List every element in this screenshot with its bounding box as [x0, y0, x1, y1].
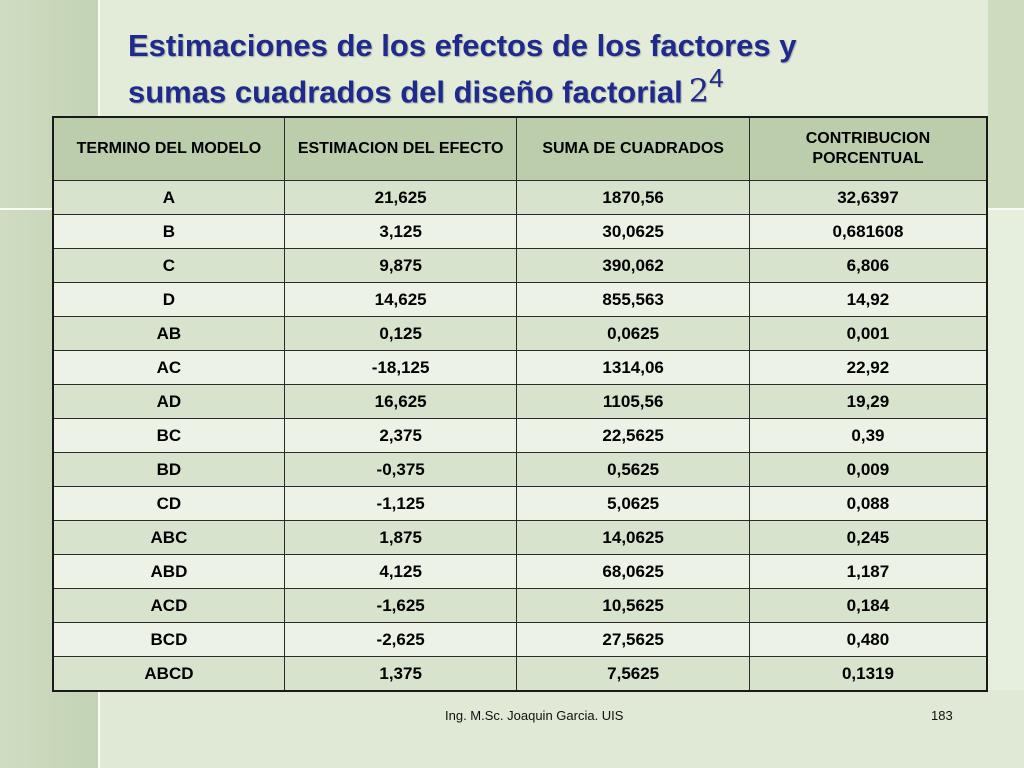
table-row: BCD -2,625 27,5625 0,480 [52, 622, 988, 657]
term-cell: AC [52, 350, 285, 385]
title-line-2-text: sumas cuadrados del diseño factorial [128, 74, 683, 110]
sum-squares-cell: 30,0625 [516, 214, 750, 249]
term-cell: CD [52, 486, 285, 521]
effect-cell: 1,375 [283, 656, 518, 692]
title-line-1: Estimaciones de los efectos de los facto… [128, 28, 797, 63]
effect-cell: -0,375 [283, 452, 518, 487]
term-cell: BC [52, 418, 285, 453]
sum-squares-cell: 7,5625 [516, 656, 750, 692]
contribution-cell: 22,92 [748, 350, 988, 385]
table-row: AB 0,125 0,0625 0,001 [52, 316, 988, 351]
table-row: AC -18,125 1314,06 22,92 [52, 350, 988, 385]
term-cell: A [52, 180, 285, 215]
contribution-cell: 14,92 [748, 282, 988, 317]
header-suma: SUMA DE CUADRADOS [516, 116, 750, 181]
term-cell: BCD [52, 622, 285, 657]
contribution-cell: 0,245 [748, 520, 988, 555]
header-contribucion: CONTRIBUCION PORCENTUAL [748, 116, 988, 181]
sum-squares-cell: 1314,06 [516, 350, 750, 385]
sum-squares-cell: 1105,56 [516, 384, 750, 419]
sum-squares-cell: 855,563 [516, 282, 750, 317]
title-base: 2 [688, 72, 710, 111]
term-cell: AD [52, 384, 285, 419]
term-cell: B [52, 214, 285, 249]
term-cell: AB [52, 316, 285, 351]
title-line-2: sumas cuadrados del diseño factorial 24 [128, 63, 948, 111]
table-header-row: TERMINO DEL MODELO ESTIMACION DEL EFECTO… [52, 116, 988, 181]
background-right-band [988, 0, 1024, 210]
contribution-cell: 0,681608 [748, 214, 988, 249]
sum-squares-cell: 68,0625 [516, 554, 750, 589]
effect-cell: -1,125 [283, 486, 518, 521]
background-bottom-panel [98, 690, 1024, 768]
contribution-cell: 6,806 [748, 248, 988, 283]
effect-cell: -18,125 [283, 350, 518, 385]
contribution-cell: 0,1319 [748, 656, 988, 692]
table-row: A 21,625 1870,56 32,6397 [52, 180, 988, 215]
table-body: A 21,625 1870,56 32,6397 B 3,125 30,0625 0,6816… [52, 180, 988, 692]
table-row: ACD -1,625 10,5625 0,184 [52, 588, 988, 623]
sum-squares-cell: 27,5625 [516, 622, 750, 657]
table-row: ABCD 1,375 7,5625 0,1319 [52, 656, 988, 692]
effects-table: TERMINO DEL MODELO ESTIMACION DEL EFECTO… [52, 116, 988, 692]
sum-squares-cell: 10,5625 [516, 588, 750, 623]
table-row: BD -0,375 0,5625 0,009 [52, 452, 988, 487]
effect-cell: 16,625 [283, 384, 518, 419]
effect-cell: 1,875 [283, 520, 518, 555]
footer-credit: Ing. M.Sc. Joaquin Garcia. UIS [445, 708, 624, 723]
sum-squares-cell: 0,5625 [516, 452, 750, 487]
contribution-cell: 32,6397 [748, 180, 988, 215]
term-cell: ABC [52, 520, 285, 555]
term-cell: D [52, 282, 285, 317]
table-row: D 14,625 855,563 14,92 [52, 282, 988, 317]
contribution-cell: 1,187 [748, 554, 988, 589]
table-row: ABD 4,125 68,0625 1,187 [52, 554, 988, 589]
sum-squares-cell: 5,0625 [516, 486, 750, 521]
table-row: ABC 1,875 14,0625 0,245 [52, 520, 988, 555]
effect-cell: 4,125 [283, 554, 518, 589]
contribution-cell: 0,480 [748, 622, 988, 657]
sum-squares-cell: 0,0625 [516, 316, 750, 351]
effect-cell: 14,625 [283, 282, 518, 317]
term-cell: ABCD [52, 656, 285, 692]
term-cell: C [52, 248, 285, 283]
term-cell: ACD [52, 588, 285, 623]
table-row: CD -1,125 5,0625 0,088 [52, 486, 988, 521]
contribution-cell: 0,009 [748, 452, 988, 487]
contribution-cell: 19,29 [748, 384, 988, 419]
effect-cell: 9,875 [283, 248, 518, 283]
effect-cell: 21,625 [283, 180, 518, 215]
term-cell: BD [52, 452, 285, 487]
header-termino: TERMINO DEL MODELO [52, 116, 285, 181]
table-row: C 9,875 390,062 6,806 [52, 248, 988, 283]
sum-squares-cell: 1870,56 [516, 180, 750, 215]
table-row: AD 16,625 1105,56 19,29 [52, 384, 988, 419]
table-row: BC 2,375 22,5625 0,39 [52, 418, 988, 453]
contribution-cell: 0,088 [748, 486, 988, 521]
header-estimacion: ESTIMACION DEL EFECTO [283, 116, 518, 181]
title-exponent: 4 [709, 63, 724, 93]
effect-cell: 2,375 [283, 418, 518, 453]
sum-squares-cell: 390,062 [516, 248, 750, 283]
sum-squares-cell: 22,5625 [516, 418, 750, 453]
effect-cell: -1,625 [283, 588, 518, 623]
contribution-cell: 0,001 [748, 316, 988, 351]
slide-title: Estimaciones de los efectos de los facto… [128, 28, 948, 110]
effect-cell: 0,125 [283, 316, 518, 351]
page-number: 183 [931, 708, 953, 723]
table-row: B 3,125 30,0625 0,681608 [52, 214, 988, 249]
contribution-cell: 0,184 [748, 588, 988, 623]
effect-cell: -2,625 [283, 622, 518, 657]
contribution-cell: 0,39 [748, 418, 988, 453]
effect-cell: 3,125 [283, 214, 518, 249]
sum-squares-cell: 14,0625 [516, 520, 750, 555]
term-cell: ABD [52, 554, 285, 589]
